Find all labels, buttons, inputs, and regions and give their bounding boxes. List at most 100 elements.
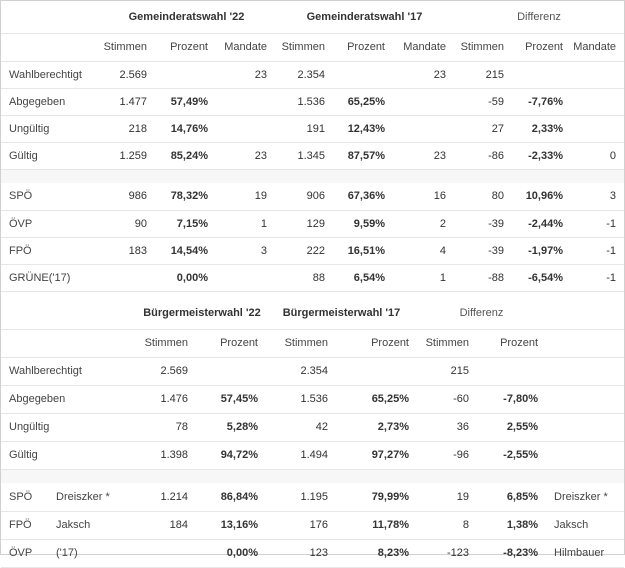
party-label: SPÖ — [1, 483, 48, 512]
stimmen-17: 222 — [275, 237, 333, 265]
row-label: GRÜNE('17) — [1, 264, 98, 292]
candidate-17: Jaksch — [546, 511, 625, 540]
prozent-diff: 1,38% — [477, 511, 547, 540]
prozent-17: 8,23% — [336, 539, 417, 568]
buergermeisterwahl-table: Bürgermeisterwahl '22 Bürgermeisterwahl … — [1, 297, 625, 568]
col-mandate: Mandate — [216, 33, 275, 62]
stimmen-diff: 36 — [417, 413, 477, 442]
section-gap — [1, 469, 625, 483]
stimmen-17: 176 — [266, 511, 336, 540]
stimmen-17: 129 — [275, 210, 333, 238]
prozent-diff: -1,97% — [512, 237, 571, 265]
stimmen-diff: -96 — [417, 441, 477, 470]
table-row: Wahlberechtigt 2.569 23 2.354 23 215 — [1, 61, 624, 89]
stimmen-22: 1.214 — [138, 483, 196, 512]
prozent-22: 13,16% — [196, 511, 266, 540]
prozent-17 — [333, 61, 393, 89]
mandate-diff — [571, 88, 624, 116]
col-stimmen: Stimmen — [138, 329, 196, 358]
header-buergermeisterwahl-17: Bürgermeisterwahl '17 — [266, 297, 417, 330]
header-buergermeisterwahl-22: Bürgermeisterwahl '22 — [138, 297, 266, 330]
table-row: SPÖ 986 78,32% 19 906 67,36% 16 80 10,96% 3 — [1, 183, 624, 211]
prozent-17: 65,25% — [336, 385, 417, 414]
stimmen-17: 88 — [275, 264, 333, 292]
stimmen-22: 218 — [98, 115, 155, 143]
mandate-diff: -1 — [571, 210, 624, 238]
stimmen-diff: 80 — [454, 183, 512, 211]
stimmen-diff: 215 — [454, 61, 512, 89]
prozent-22: 0,00% — [155, 264, 216, 292]
header-gemeinderatswahl-22: Gemeinderatswahl '22 — [98, 1, 275, 34]
prozent-diff — [477, 357, 547, 386]
prozent-22: 5,28% — [196, 413, 266, 442]
stimmen-22: 986 — [98, 183, 155, 211]
row-label: Abgegeben — [1, 88, 98, 116]
stimmen-22 — [138, 539, 196, 568]
prozent-diff: 10,96% — [512, 183, 571, 211]
stimmen-22: 1.259 — [98, 142, 155, 170]
candidate-17: Hilmbauer — [546, 539, 625, 568]
prozent-22: 0,00% — [196, 539, 266, 568]
stimmen-22: 78 — [138, 413, 196, 442]
prozent-22: 14,76% — [155, 115, 216, 143]
stimmen-diff: -39 — [454, 237, 512, 265]
stimmen-diff: -88 — [454, 264, 512, 292]
party-label: ÖVP — [1, 539, 48, 568]
table-row: SPÖ Dreiszker * 1.214 86,84% 1.195 79,99% 19 6,… — [1, 483, 625, 512]
prozent-17: 9,59% — [333, 210, 393, 238]
row-label: Wahlberechtigt — [1, 61, 98, 89]
stimmen-diff: 19 — [417, 483, 477, 512]
stimmen-22: 184 — [138, 511, 196, 540]
stimmen-22: 1.477 — [98, 88, 155, 116]
col-prozent: Prozent — [333, 33, 393, 62]
col-stimmen: Stimmen — [454, 33, 512, 62]
prozent-diff: -2,44% — [512, 210, 571, 238]
mandate-17: 23 — [393, 61, 454, 89]
prozent-22: 85,24% — [155, 142, 216, 170]
mandate-22: 23 — [216, 61, 275, 89]
prozent-22 — [155, 61, 216, 89]
stimmen-17: 191 — [275, 115, 333, 143]
row-label: ÖVP — [1, 210, 98, 238]
prozent-diff: 2,33% — [512, 115, 571, 143]
stimmen-diff: 27 — [454, 115, 512, 143]
table-row: Abgegeben 1.476 57,45% 1.536 65,25% -60 -7,80% — [1, 385, 625, 414]
stimmen-diff: -60 — [417, 385, 477, 414]
prozent-17: 65,25% — [333, 88, 393, 116]
col-prozent: Prozent — [155, 33, 216, 62]
mandate-22 — [216, 115, 275, 143]
stimmen-22: 2.569 — [138, 357, 196, 386]
row-label: Abgegeben — [1, 385, 138, 414]
col-stimmen: Stimmen — [275, 33, 333, 62]
col-prozent: Prozent — [512, 33, 571, 62]
candidate-17: Dreiszker * — [546, 483, 625, 512]
header-gemeinderatswahl-17: Gemeinderatswahl '17 — [275, 1, 454, 34]
prozent-17: 67,36% — [333, 183, 393, 211]
subheader-row: Stimmen Prozent Mandate Stimmen Prozent … — [1, 33, 624, 62]
candidate-22: ('17) — [48, 539, 138, 568]
prozent-diff — [512, 61, 571, 89]
mandate-diff — [571, 61, 624, 89]
prozent-17: 6,54% — [333, 264, 393, 292]
stimmen-17: 1.536 — [275, 88, 333, 116]
table-row: GRÜNE('17) 0,00% 88 6,54% 1 -88 -6,54% -1 — [1, 264, 624, 292]
header-differenz: Differenz — [417, 297, 547, 330]
party-label: FPÖ — [1, 511, 48, 540]
table-row: FPÖ Jaksch 184 13,16% 176 11,78% 8 1,38% Jaksch — [1, 511, 625, 540]
col-prozent: Prozent — [336, 329, 417, 358]
table-row: ÖVP 90 7,15% 1 129 9,59% 2 -39 -2,44% -1 — [1, 210, 624, 238]
prozent-diff: -6,54% — [512, 264, 571, 292]
stimmen-17: 123 — [266, 539, 336, 568]
stimmen-22: 1.398 — [138, 441, 196, 470]
prozent-22: 57,49% — [155, 88, 216, 116]
prozent-diff: 2,55% — [477, 413, 547, 442]
table-header: Bürgermeisterwahl '22 Bürgermeisterwahl … — [1, 297, 625, 330]
mandate-17: 1 — [393, 264, 454, 292]
row-label: FPÖ — [1, 237, 98, 265]
prozent-22: 94,72% — [196, 441, 266, 470]
mandate-22: 1 — [216, 210, 275, 238]
stimmen-17: 1.195 — [266, 483, 336, 512]
mandate-diff: -1 — [571, 264, 624, 292]
mandate-17 — [393, 115, 454, 143]
